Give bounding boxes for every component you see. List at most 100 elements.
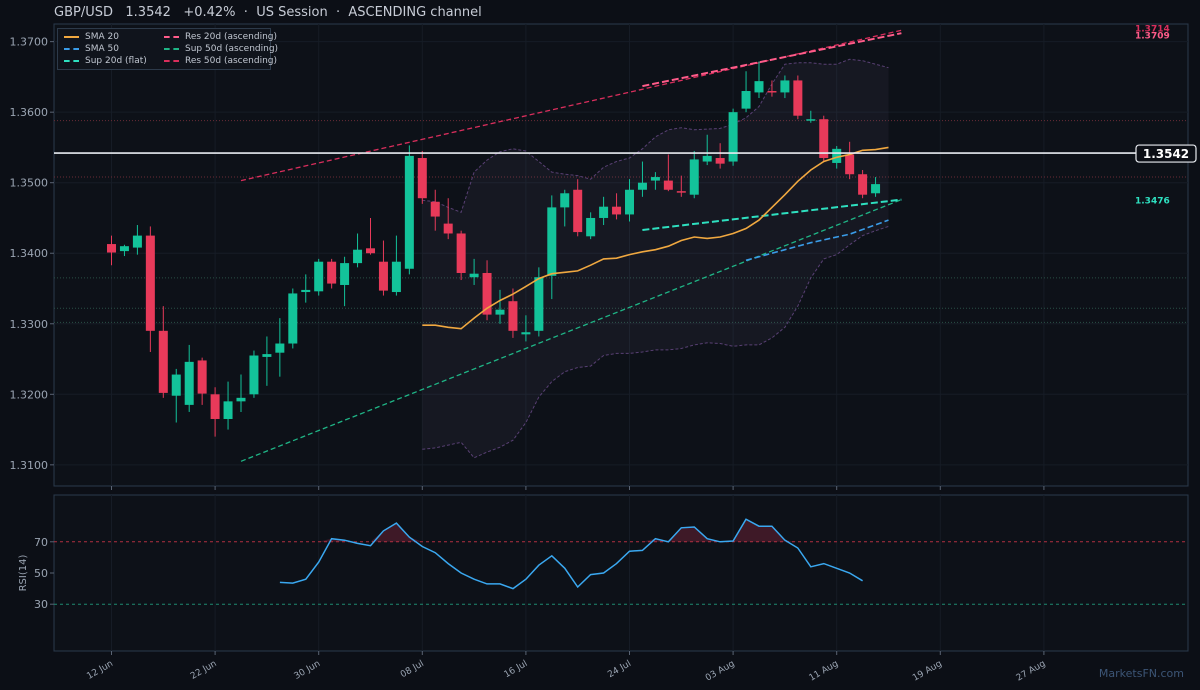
y-tick-label: 1.3200 bbox=[10, 388, 49, 401]
candle-body bbox=[767, 91, 777, 93]
legend-swatch bbox=[164, 36, 179, 38]
bollinger-lower-line bbox=[422, 225, 889, 459]
x-tick-label: 19 Aug bbox=[911, 659, 944, 684]
candle-body bbox=[793, 80, 803, 116]
candle-body bbox=[301, 289, 311, 293]
candle-body bbox=[417, 158, 427, 199]
rsi-y-tick-label: 30 bbox=[34, 598, 48, 611]
x-tick-label: 12 Jun bbox=[85, 659, 115, 682]
candle-body bbox=[871, 184, 881, 194]
candle-body bbox=[275, 343, 285, 353]
change-label: +0.42% bbox=[183, 5, 236, 20]
x-tick-label: 27 Aug bbox=[1015, 659, 1048, 684]
rsi-y-tick-label: 70 bbox=[34, 536, 48, 549]
candle-body bbox=[482, 272, 492, 315]
candle-body bbox=[249, 355, 259, 395]
candle-body bbox=[327, 261, 337, 284]
candle-body bbox=[197, 360, 207, 394]
x-tick-label: 08 Jul bbox=[399, 659, 426, 680]
sma-20-line bbox=[422, 146, 889, 330]
legend-swatch bbox=[164, 60, 179, 62]
legend-item-sup-20d: Sup 20d (flat) bbox=[64, 56, 147, 66]
y-tick-label: 1.3500 bbox=[10, 177, 49, 190]
sup-20d-line bbox=[642, 198, 902, 231]
candle-body bbox=[430, 201, 440, 217]
x-tick-label: 30 Jun bbox=[293, 659, 323, 682]
candle-body bbox=[754, 81, 764, 93]
candle-body bbox=[689, 159, 699, 195]
candle-body bbox=[353, 249, 363, 264]
candle-body bbox=[534, 277, 544, 331]
bollinger-upper-line bbox=[422, 58, 889, 213]
candle-body bbox=[391, 261, 401, 293]
candle-body bbox=[132, 235, 142, 248]
channel-label: ASCENDING channel bbox=[348, 5, 482, 20]
current-price-tag bbox=[1135, 144, 1197, 163]
legend-swatch bbox=[64, 60, 79, 62]
legend-label: Res 50d (ascending) bbox=[185, 56, 278, 66]
candle-body bbox=[676, 191, 686, 193]
legend-item-sma-20: SMA 20 bbox=[64, 32, 119, 42]
price-label: 1.3542 bbox=[125, 5, 171, 20]
session-label: US Session bbox=[256, 5, 328, 20]
candle-body bbox=[858, 174, 868, 195]
y-tick-label: 1.3600 bbox=[10, 106, 49, 119]
candle-body bbox=[288, 293, 298, 344]
y-tick-label: 1.3400 bbox=[10, 247, 49, 260]
legend-swatch bbox=[164, 48, 179, 50]
candle-body bbox=[832, 148, 842, 163]
legend-label: SMA 50 bbox=[85, 44, 119, 54]
res-20d-label: 1.3709 bbox=[1135, 31, 1170, 41]
candle-body bbox=[184, 361, 194, 405]
watermark: MarketsFN.com bbox=[1098, 667, 1184, 680]
y-tick-label: 1.3100 bbox=[10, 459, 49, 472]
bollinger-band bbox=[422, 59, 889, 458]
candle-body bbox=[728, 112, 738, 162]
candle-body bbox=[586, 217, 596, 237]
rsi-y-tick-label: 50 bbox=[34, 567, 48, 580]
sup-50d-line bbox=[240, 198, 902, 462]
candle-body bbox=[741, 91, 751, 109]
rsi-overbought-fill bbox=[318, 519, 798, 542]
candle-body bbox=[521, 332, 531, 335]
candle-body bbox=[625, 189, 634, 215]
candle-body bbox=[508, 301, 518, 331]
candle-body bbox=[404, 155, 414, 269]
y-tick-label: 1.3300 bbox=[10, 318, 49, 331]
current-price-label: 1.3542 bbox=[1143, 147, 1189, 161]
candle-body bbox=[314, 261, 324, 292]
candle-body bbox=[612, 206, 622, 215]
candle-body bbox=[637, 182, 647, 190]
sup-20d-label: 1.3476 bbox=[1135, 197, 1170, 207]
x-tick-label: 24 Jul bbox=[606, 659, 633, 680]
candle-body bbox=[340, 263, 350, 285]
candle-body bbox=[236, 397, 246, 402]
sma-50-line bbox=[745, 219, 889, 262]
pair-label: GBP/USD bbox=[54, 5, 113, 20]
legend-swatch bbox=[64, 36, 79, 38]
candle-body bbox=[495, 309, 505, 315]
candle-body bbox=[663, 180, 673, 190]
candle-body bbox=[262, 354, 272, 357]
candle-body bbox=[119, 246, 129, 252]
res-20d-line bbox=[642, 32, 902, 88]
candle-body bbox=[547, 207, 557, 276]
candle-body bbox=[171, 374, 181, 396]
legend-label: Sup 50d (ascending) bbox=[185, 44, 279, 54]
legend-item-res-50d: Res 50d (ascending) bbox=[164, 56, 277, 66]
candle-body bbox=[819, 119, 829, 159]
candle-body bbox=[378, 261, 388, 291]
candle-body bbox=[469, 273, 479, 278]
legend-label: SMA 20 bbox=[85, 32, 119, 42]
candle-body bbox=[145, 235, 155, 331]
candle-body bbox=[780, 80, 790, 93]
candle-body bbox=[560, 193, 570, 208]
candle-body bbox=[702, 155, 712, 162]
legend-label: Sup 20d (flat) bbox=[85, 56, 147, 66]
price-panel bbox=[53, 23, 1189, 487]
x-tick-label: 03 Aug bbox=[704, 659, 737, 684]
candle-body bbox=[107, 244, 116, 253]
candle-body bbox=[845, 154, 855, 175]
candle-body bbox=[443, 223, 453, 234]
